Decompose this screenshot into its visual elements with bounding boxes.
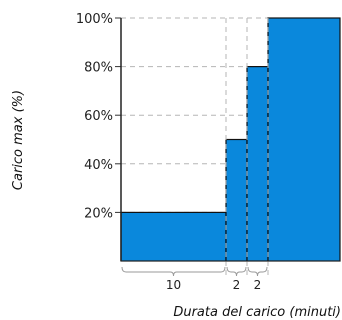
duration-label: 10: [166, 278, 181, 292]
y-tick-label: 100%: [76, 12, 113, 27]
duration-brace: [247, 266, 268, 277]
bar: [267, 17, 341, 262]
y-axis-title: Carico max (%): [11, 90, 26, 190]
y-tick-label: 80%: [84, 61, 113, 76]
y-tick-label: 20%: [84, 206, 113, 221]
duration-label: 2: [254, 278, 262, 292]
bar: [225, 138, 248, 262]
y-tick-label: 40%: [84, 158, 113, 173]
y-tick-label: 60%: [84, 109, 113, 124]
y-tick-labels: 20% 40% 60% 80% 100%: [76, 12, 121, 221]
duration-label: 2: [233, 278, 241, 292]
duration-brace: [226, 266, 247, 277]
duration-guides: [225, 18, 269, 275]
axes: [120, 18, 340, 262]
bar: [246, 65, 269, 262]
x-axis-title: Durata del carico (minuti): [173, 305, 341, 320]
duration-braces: 10 2 2: [121, 266, 268, 292]
bar: [120, 211, 227, 262]
duration-brace: [121, 266, 226, 277]
bars: [120, 17, 341, 262]
